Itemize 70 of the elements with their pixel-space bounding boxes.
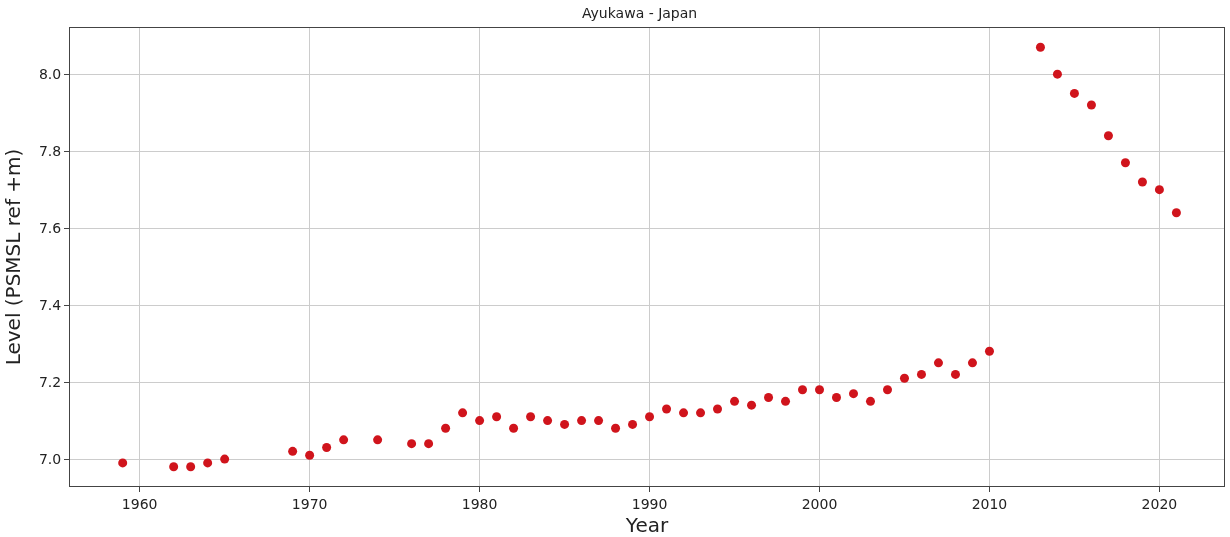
- y-tick-label: 8.0: [38, 66, 62, 83]
- point: [645, 412, 655, 422]
- y-tick-label: 7.2: [38, 373, 62, 390]
- point: [118, 458, 128, 468]
- point: [849, 389, 858, 399]
- point: [1052, 69, 1062, 79]
- point: [747, 400, 757, 410]
- point: [373, 435, 383, 445]
- point: [1137, 177, 1147, 187]
- point: [509, 423, 519, 433]
- x-tick-label: 1980: [461, 495, 498, 512]
- point: [899, 373, 909, 383]
- point: [322, 443, 332, 453]
- point: [1120, 158, 1130, 168]
- x-tick-label: 2010: [971, 495, 1008, 512]
- point: [305, 450, 315, 460]
- point: [1154, 185, 1164, 195]
- point: [458, 408, 468, 418]
- point: [662, 404, 672, 414]
- y-tick-label: 7.6: [38, 220, 62, 237]
- point: [679, 408, 689, 418]
- point: [832, 392, 841, 402]
- point: [560, 419, 570, 429]
- point: [713, 404, 723, 414]
- x-axis-title: Year: [624, 513, 669, 537]
- point: [407, 439, 417, 449]
- point: [611, 423, 621, 433]
- point: [1035, 42, 1045, 52]
- point: [288, 446, 298, 456]
- point: [186, 462, 196, 472]
- point: [339, 435, 349, 445]
- point: [967, 358, 977, 368]
- point: [577, 416, 587, 426]
- point: [441, 423, 451, 433]
- point: [933, 358, 943, 368]
- point: [628, 419, 638, 429]
- y-tick-label: 7.4: [38, 297, 62, 314]
- point: [1103, 131, 1113, 141]
- point: [950, 369, 960, 379]
- point: [594, 416, 604, 426]
- x-tick-label: 1990: [631, 495, 668, 512]
- point: [203, 458, 213, 468]
- point: [169, 462, 179, 472]
- x-tick-label: 1970: [291, 495, 328, 512]
- point: [1069, 88, 1079, 98]
- point: [1086, 100, 1096, 110]
- x-tick-label: 1960: [121, 495, 158, 512]
- point: [543, 416, 553, 426]
- y-tick-label: 7.0: [38, 450, 62, 467]
- point: [220, 454, 230, 464]
- point: [865, 396, 875, 406]
- point: [475, 416, 485, 426]
- point: [1171, 208, 1181, 218]
- x-tick-label: 2000: [801, 495, 838, 512]
- x-tick-label: 2020: [1141, 495, 1178, 512]
- point: [526, 412, 536, 422]
- point: [764, 392, 774, 402]
- point: [916, 369, 926, 379]
- point: [696, 408, 706, 418]
- chart-title: Ayukawa - Japan: [581, 4, 698, 21]
- point: [798, 385, 808, 395]
- point: [730, 396, 740, 406]
- point: [882, 385, 892, 395]
- point: [492, 412, 502, 422]
- point: [815, 385, 825, 395]
- y-tick-label: 7.8: [38, 143, 62, 160]
- point: [781, 396, 791, 406]
- point: [424, 439, 434, 449]
- point: [984, 346, 994, 356]
- y-axis-title: Level (PSMSL ref +m): [1, 148, 25, 366]
